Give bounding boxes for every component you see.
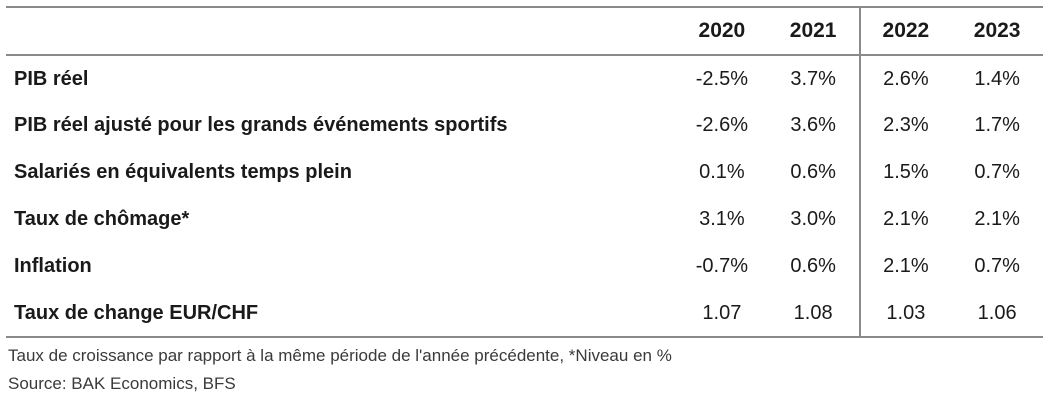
cell-value: 1.4% — [974, 67, 1020, 90]
cell-value: 2.1% — [858, 243, 952, 290]
row-label: Salariés en équivalents temps plein — [14, 161, 352, 183]
cell-value: -0.7% — [695, 255, 748, 277]
cell-value: 0.7% — [974, 161, 1020, 183]
cell-value: -2.6% — [695, 114, 748, 136]
header-label-cell — [6, 7, 676, 55]
row-label: PIB réel ajusté pour les grands événemen… — [14, 114, 508, 136]
cell-value: 0.6% — [790, 255, 836, 277]
footnote: Taux de croissance par rapport à la même… — [8, 346, 672, 365]
table-row: PIB réel -2.5% 3.7% 2.6% 1.4% — [6, 55, 1043, 102]
cell-value: 1.7% — [974, 114, 1020, 136]
cell-value: 2.3% — [858, 102, 952, 149]
row-label: PIB réel — [14, 67, 89, 90]
cell-value: 3.7% — [790, 67, 836, 90]
table-row: Taux de change EUR/CHF 1.07 1.08 1.03 1.… — [6, 290, 1043, 337]
cell-value: 0.7% — [974, 255, 1020, 277]
table-row: PIB réel ajusté pour les grands événemen… — [6, 102, 1043, 149]
cell-value: 1.03 — [858, 290, 952, 337]
cell-value: 2.1% — [858, 196, 952, 243]
cell-value: -2.5% — [695, 67, 748, 90]
cell-value: 1.08 — [793, 301, 833, 324]
cell-value: 2.1% — [974, 208, 1020, 230]
cell-value: 3.1% — [699, 208, 745, 230]
table-row: Taux de chômage* 3.1% 3.0% 2.1% 2.1% — [6, 196, 1043, 243]
cell-value: 3.0% — [790, 208, 836, 230]
year-header-2023: 2023 — [973, 19, 1021, 42]
table-row: Inflation -0.7% 0.6% 2.1% 0.7% — [6, 243, 1043, 290]
row-label: Inflation — [14, 255, 92, 277]
cell-value: 1.06 — [977, 301, 1017, 324]
forecast-table: 2020 2021 2022 2023 PIB réel -2.5% 3.7% … — [6, 6, 1043, 338]
cell-value: 2.6% — [858, 55, 952, 102]
cell-value: 0.1% — [699, 161, 745, 183]
source-note: Source: BAK Economics, BFS — [8, 374, 236, 393]
cell-value: 0.6% — [790, 161, 836, 183]
forecast-table-container: 2020 2021 2022 2023 PIB réel -2.5% 3.7% … — [6, 6, 1043, 338]
table-notes: Taux de croissance par rapport à la même… — [8, 342, 672, 398]
year-header-2022: 2022 — [858, 7, 952, 55]
cell-value: 3.6% — [790, 114, 836, 136]
cell-value: 1.5% — [858, 149, 952, 196]
header-row: 2020 2021 2022 2023 — [6, 7, 1043, 55]
year-header-2021: 2021 — [789, 19, 837, 42]
cell-value: 1.07 — [702, 301, 742, 324]
year-header-2020: 2020 — [698, 19, 746, 42]
table-row: Salariés en équivalents temps plein 0.1%… — [6, 149, 1043, 196]
row-label: Taux de chômage* — [14, 208, 190, 230]
row-label: Taux de change EUR/CHF — [14, 301, 259, 324]
